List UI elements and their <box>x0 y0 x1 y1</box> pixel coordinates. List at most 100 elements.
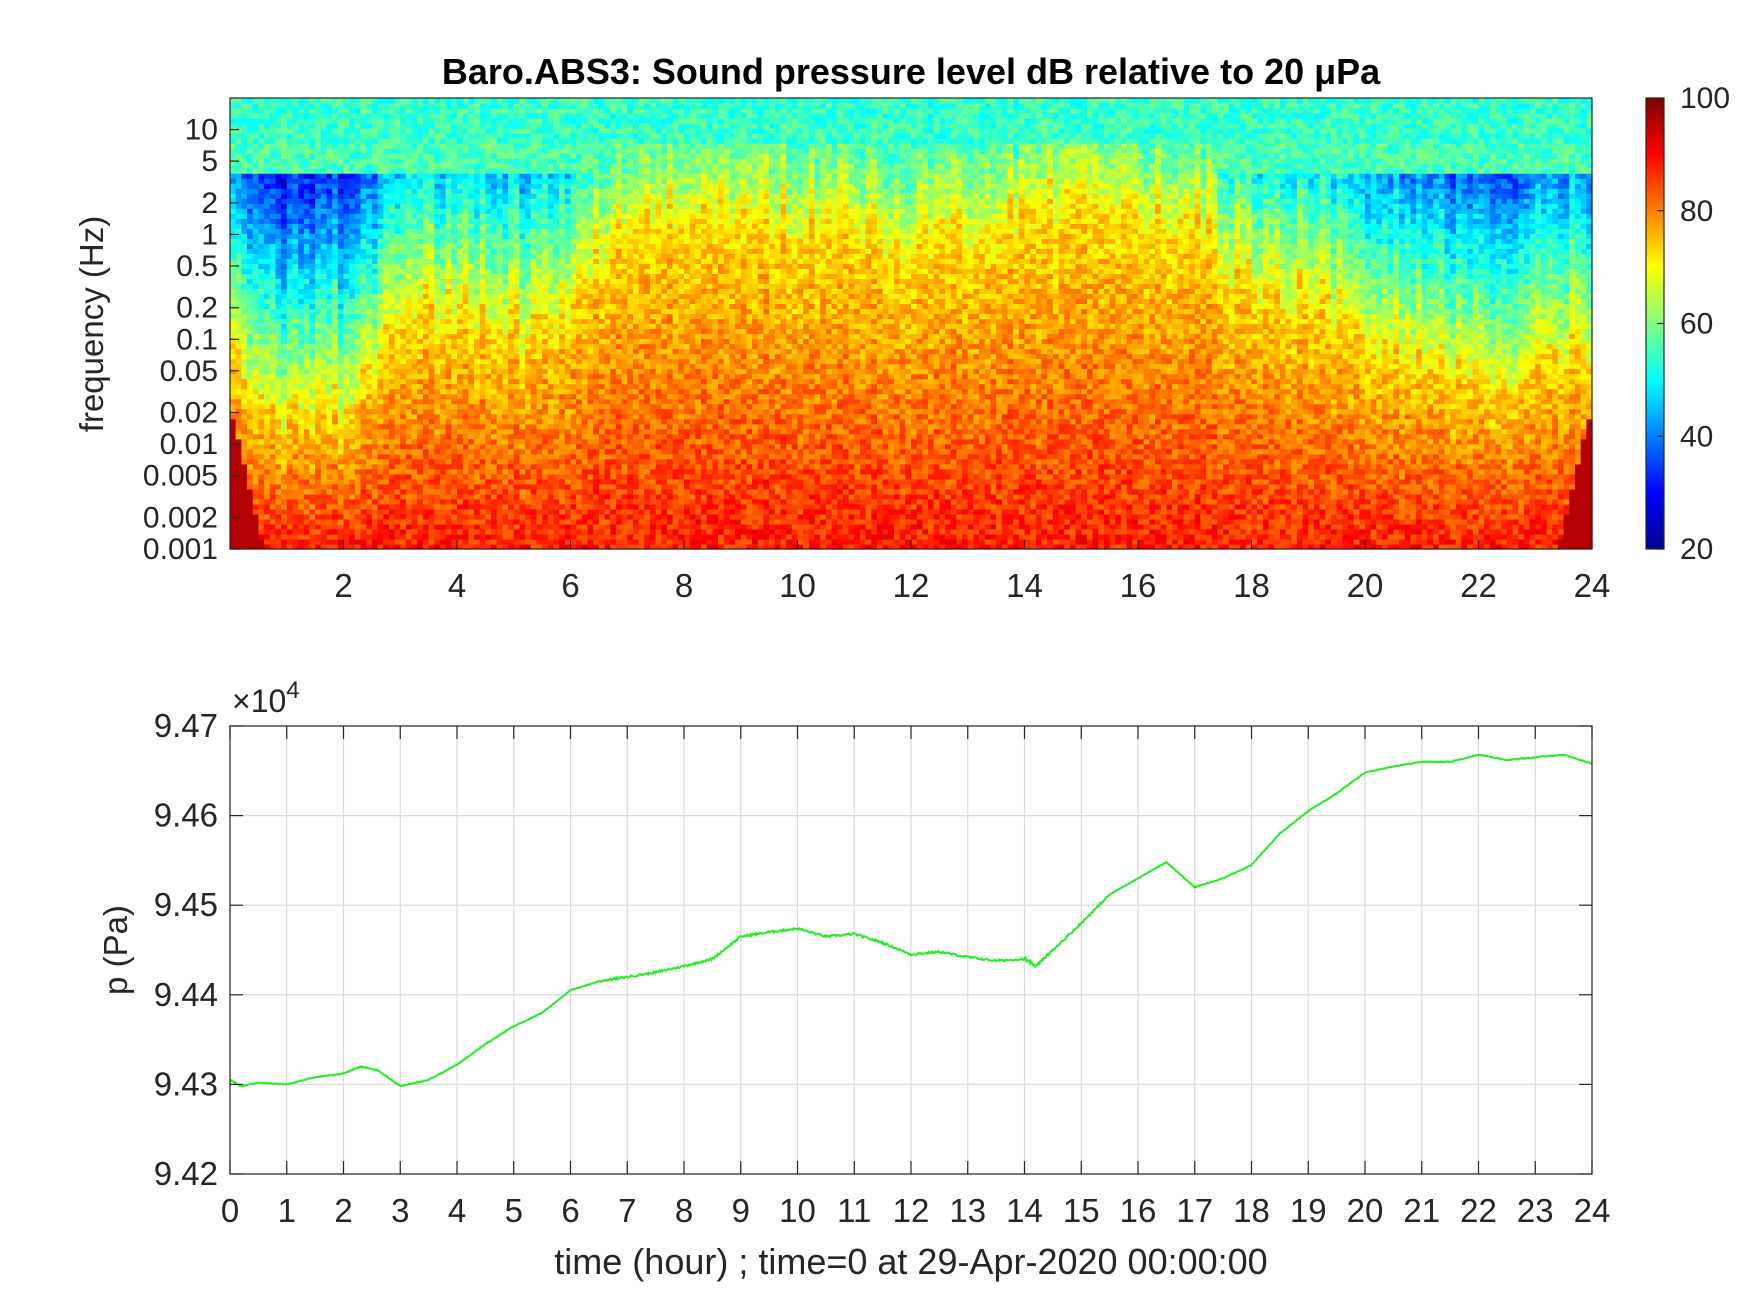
heatmap-cell <box>531 349 537 355</box>
heatmap-cell <box>468 213 474 219</box>
heatmap-cell <box>275 263 281 269</box>
heatmap-cell <box>440 354 446 360</box>
heatmap-cell <box>457 318 463 324</box>
heatmap-cell <box>406 168 412 174</box>
heatmap-cell <box>406 288 412 294</box>
heatmap-cell <box>298 263 304 269</box>
heatmap-cell <box>434 374 440 380</box>
heatmap-cell <box>514 248 520 254</box>
heatmap-cell <box>468 469 474 475</box>
heatmap-cell <box>253 133 259 139</box>
heatmap-cell <box>378 334 384 340</box>
heatmap-cell <box>292 318 298 324</box>
heatmap-cell <box>440 484 446 490</box>
heatmap-cell <box>417 178 423 184</box>
heatmap-cell <box>326 464 332 470</box>
heatmap-cell <box>366 198 372 204</box>
heatmap-cell <box>355 509 361 515</box>
heatmap-cell <box>247 384 253 390</box>
heatmap-cell <box>480 278 486 284</box>
heatmap-cell <box>542 444 548 450</box>
heatmap-cell <box>457 228 463 234</box>
heatmap-cell <box>474 379 480 385</box>
heatmap-cell <box>514 163 520 169</box>
heatmap-cell <box>275 148 281 154</box>
heatmap-cell <box>349 414 355 420</box>
heatmap-cell <box>304 404 310 410</box>
heatmap-cell <box>247 218 253 224</box>
heatmap-cell <box>258 248 264 254</box>
heatmap-cell <box>292 344 298 350</box>
heatmap-cell <box>491 153 497 159</box>
heatmap-cell <box>480 268 486 274</box>
heatmap-cell <box>264 228 270 234</box>
heatmap-cell <box>332 148 338 154</box>
heatmap-cell <box>349 389 355 395</box>
heatmap-cell <box>451 469 457 475</box>
heatmap-cell <box>236 419 242 425</box>
heatmap-cell <box>400 399 406 405</box>
heatmap-cell <box>463 163 469 169</box>
heatmap-cell <box>463 143 469 149</box>
heatmap-cell <box>321 499 327 505</box>
heatmap-cell <box>344 108 350 114</box>
heatmap-cell <box>508 504 514 510</box>
heatmap-cell <box>258 123 264 129</box>
heatmap-cell <box>412 318 418 324</box>
heatmap-cell <box>412 459 418 465</box>
heatmap-cell <box>241 208 247 214</box>
heatmap-cell <box>292 404 298 410</box>
heatmap-cell <box>519 414 525 420</box>
heatmap-cell <box>344 354 350 360</box>
heatmap-cell <box>446 218 452 224</box>
heatmap-cell <box>326 489 332 495</box>
heatmap-cell <box>298 298 304 304</box>
heatmap-cell <box>406 324 412 330</box>
heatmap-cell <box>264 364 270 370</box>
heatmap-cell <box>497 123 503 129</box>
heatmap-cell <box>474 434 480 440</box>
heatmap-cell <box>508 143 514 149</box>
heatmap-cell <box>247 404 253 410</box>
heatmap-cell <box>230 384 236 390</box>
heatmap-cell <box>309 509 315 515</box>
heatmap-cell <box>378 354 384 360</box>
heatmap-cell <box>440 494 446 500</box>
heatmap-cell <box>264 419 270 425</box>
heatmap-cell <box>485 108 491 114</box>
heatmap-cell <box>298 399 304 405</box>
heatmap-cell <box>463 429 469 435</box>
heatmap-cell <box>412 539 418 545</box>
heatmap-cell <box>281 519 287 525</box>
heatmap-cell <box>366 113 372 119</box>
heatmap-cell <box>253 364 259 370</box>
heatmap-cell <box>372 409 378 415</box>
heatmap-cell <box>287 434 293 440</box>
heatmap-cell <box>412 268 418 274</box>
heatmap-cell <box>241 123 247 129</box>
heatmap-cell <box>446 138 452 144</box>
heatmap-cell <box>514 449 520 455</box>
heatmap-cell <box>429 459 435 465</box>
heatmap-cell <box>258 223 264 229</box>
heatmap-cell <box>366 454 372 460</box>
heatmap-cell <box>508 98 514 104</box>
heatmap-cell <box>502 303 508 309</box>
heatmap-cell <box>531 489 537 495</box>
heatmap-cell <box>508 469 514 475</box>
heatmap-cell <box>485 529 491 535</box>
heatmap-cell <box>400 449 406 455</box>
heatmap-cell <box>304 233 310 239</box>
heatmap-cell <box>230 228 236 234</box>
heatmap-cell <box>457 283 463 289</box>
heatmap-cell <box>531 409 537 415</box>
heatmap-cell <box>270 118 276 124</box>
heatmap-cell <box>423 273 429 279</box>
heatmap-cell <box>406 208 412 214</box>
heatmap-cell <box>502 324 508 330</box>
heatmap-cell <box>434 123 440 129</box>
heatmap-cell <box>502 143 508 149</box>
heatmap-cell <box>321 399 327 405</box>
heatmap-cell <box>434 108 440 114</box>
heatmap-cell <box>508 253 514 259</box>
